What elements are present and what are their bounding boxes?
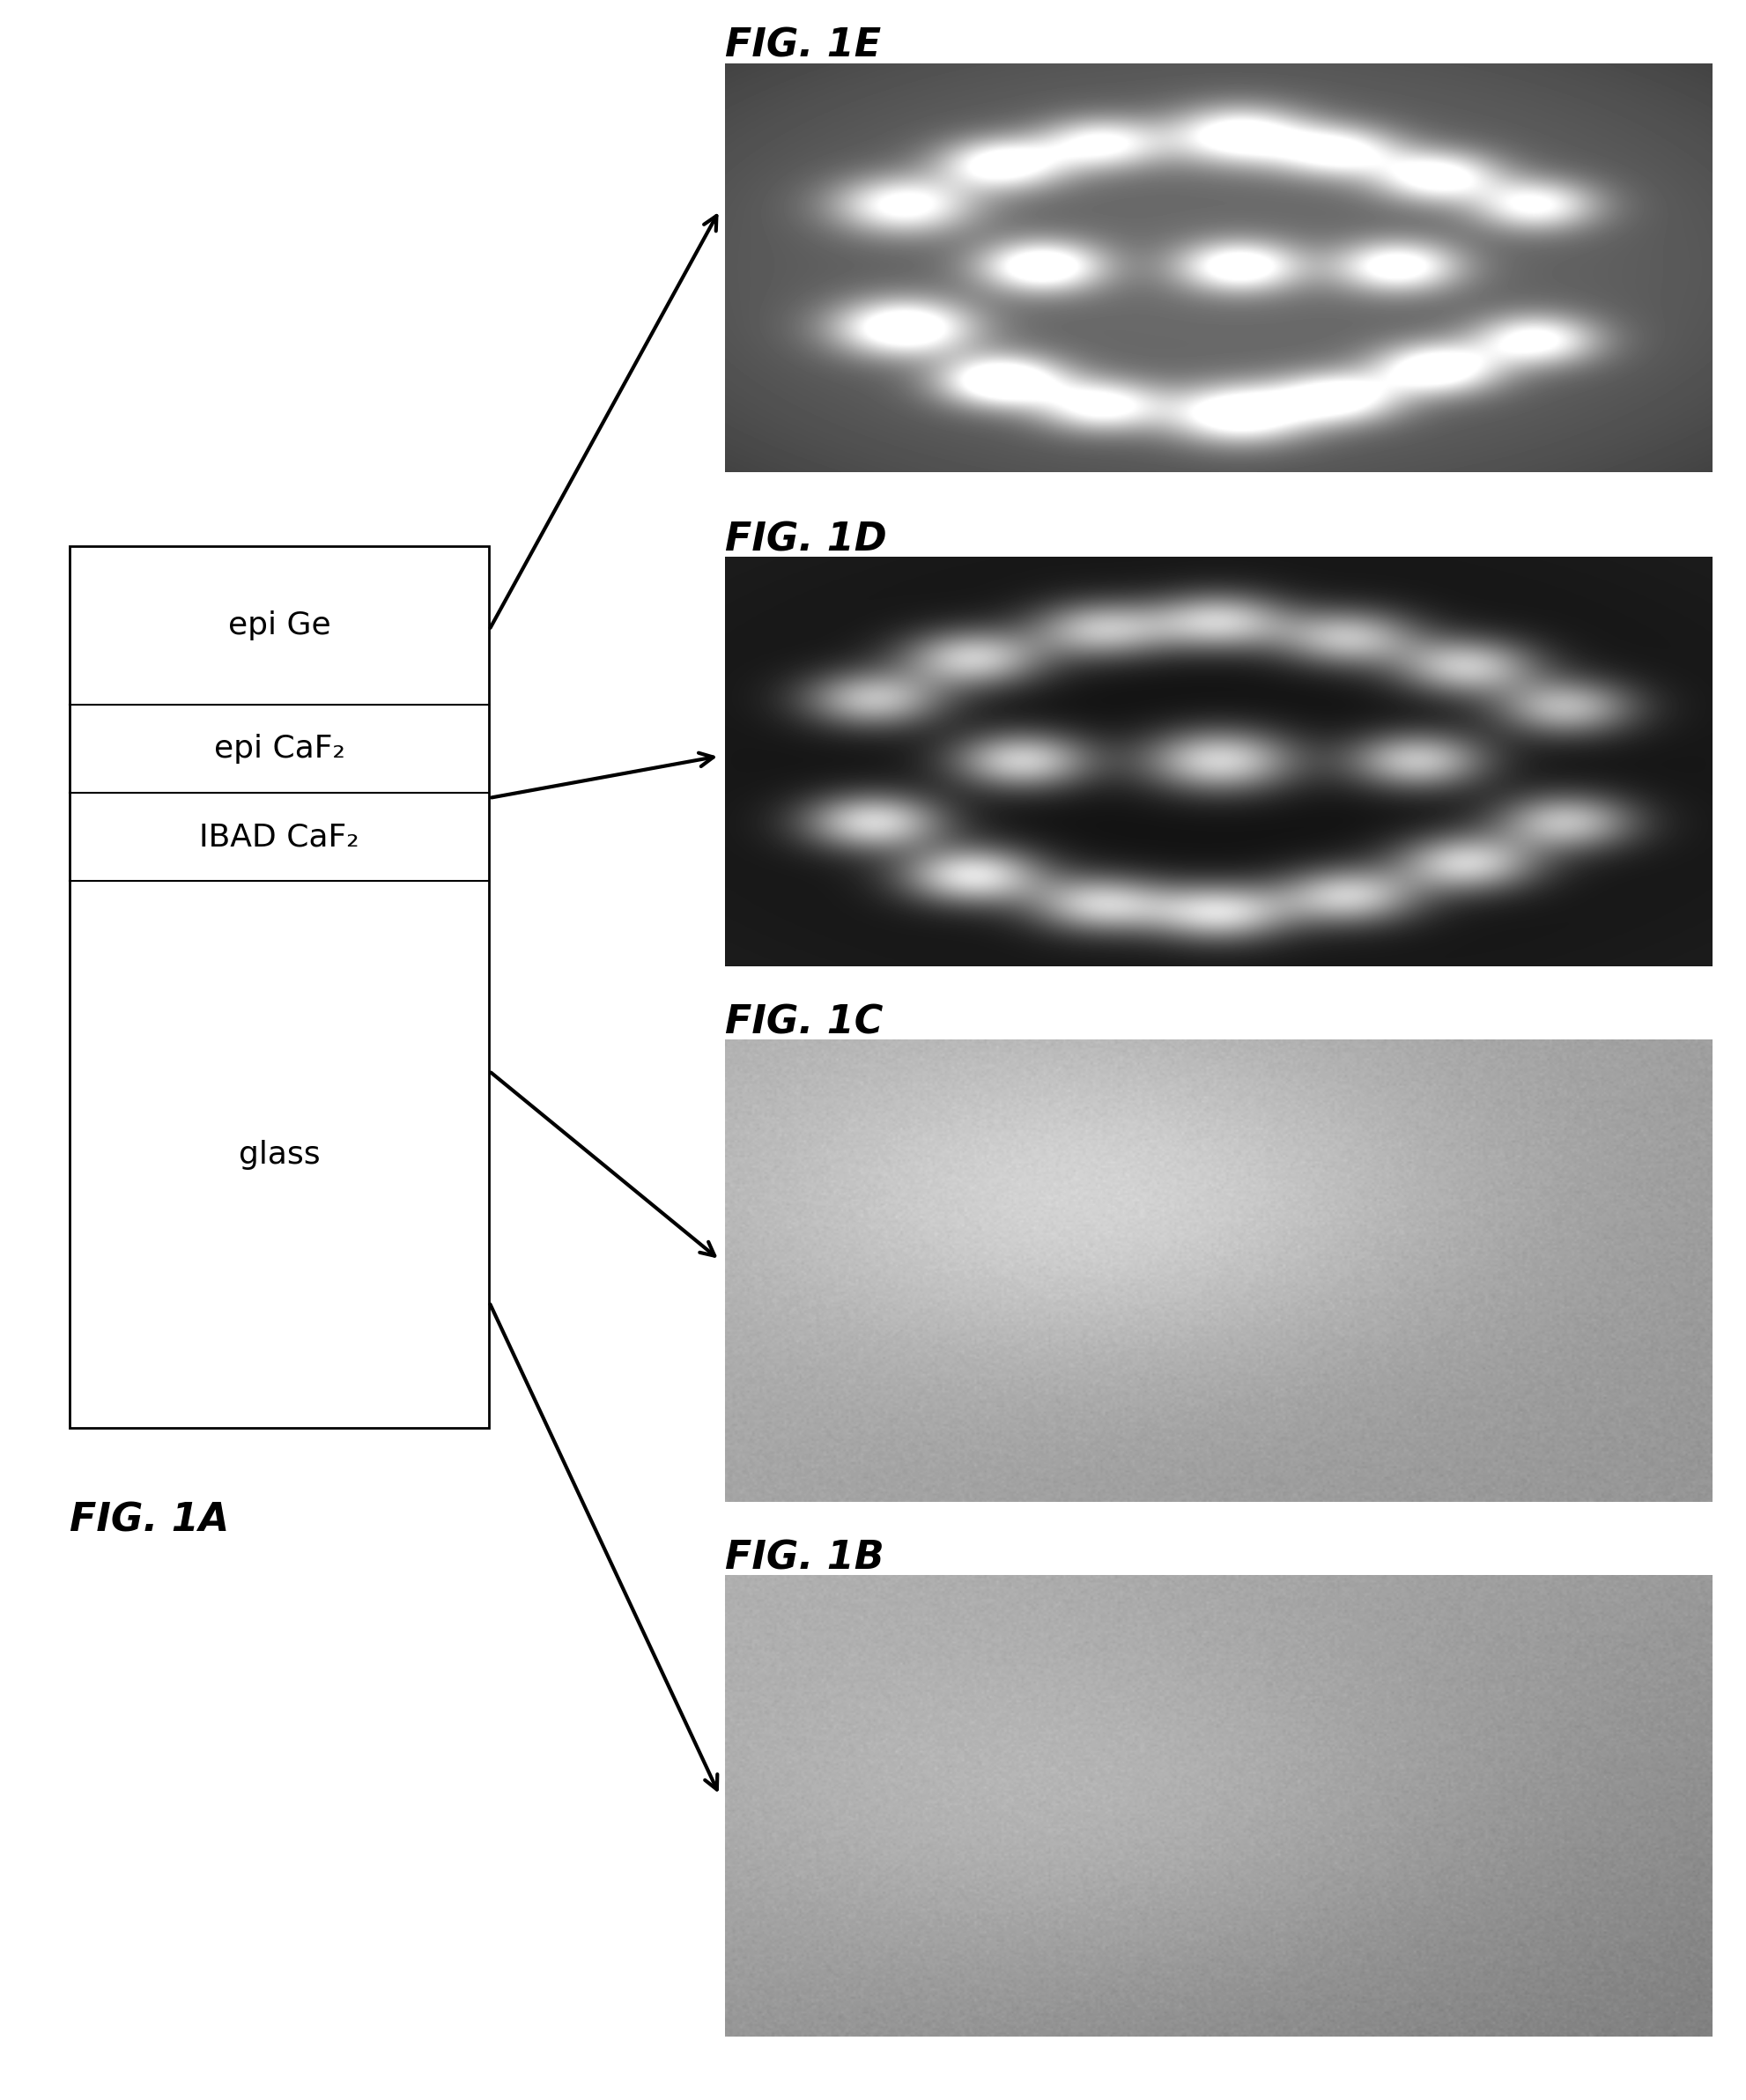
Text: FIG. 1D: FIG. 1D xyxy=(725,521,887,559)
Text: epi CaF₂: epi CaF₂ xyxy=(213,733,346,764)
Text: FIG. 1E: FIG. 1E xyxy=(725,27,880,65)
Text: epi Ge: epi Ge xyxy=(229,611,330,640)
Text: FIG. 1A: FIG. 1A xyxy=(70,1502,229,1539)
Text: IBAD CaF₂: IBAD CaF₂ xyxy=(199,821,360,853)
Bar xyxy=(70,546,489,1428)
Text: glass: glass xyxy=(239,1140,320,1170)
Text: FIG. 1C: FIG. 1C xyxy=(725,1004,882,1042)
Text: FIG. 1B: FIG. 1B xyxy=(725,1539,883,1577)
